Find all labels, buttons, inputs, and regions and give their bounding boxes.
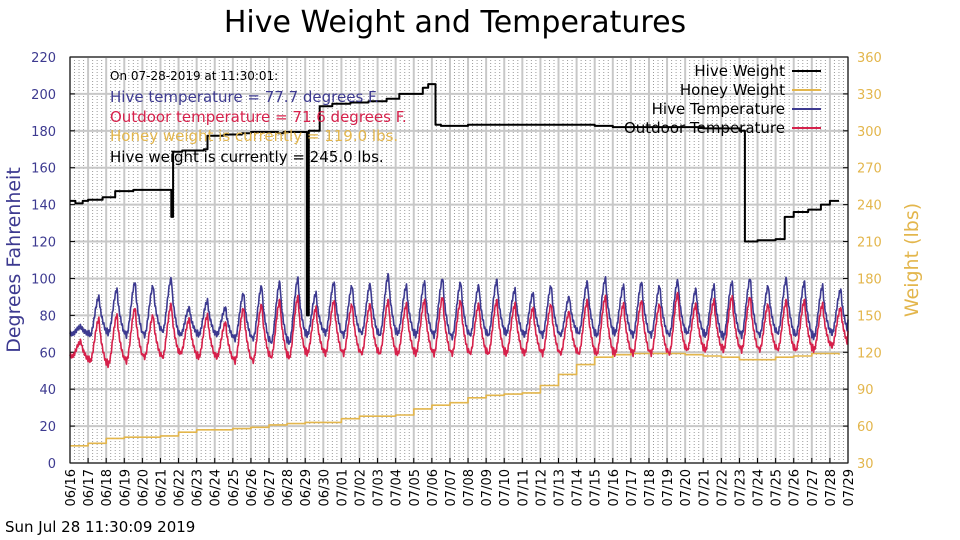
- x-tick-label: 07/13: [553, 469, 568, 506]
- x-tick-label: 06/25: [227, 469, 242, 506]
- x-tick-label: 07/17: [625, 469, 640, 506]
- x-tick-label: 06/24: [209, 469, 224, 506]
- x-tick-label: 07/19: [661, 469, 676, 506]
- y-tick-label: 40: [39, 383, 56, 398]
- x-tick-label: 06/29: [299, 469, 314, 506]
- annotations: On 07-28-2019 at 11:30:01: Hive temperatu…: [110, 69, 407, 166]
- x-tick-label: 06/22: [173, 469, 188, 506]
- y2-tick-label: 270: [857, 162, 882, 177]
- x-tick-label: 06/23: [191, 469, 206, 506]
- x-tick-label: 07/04: [390, 469, 405, 506]
- y-axis-left: 0 20 40 60 80 100 120 140 160 180 200 220: [31, 51, 75, 472]
- series-line-hive-weight: [70, 83, 839, 317]
- x-tick-label: 07/27: [806, 469, 821, 506]
- x-tick-label: 07/26: [788, 469, 803, 506]
- x-tick-label: 07/03: [372, 469, 387, 506]
- series-line-outdoor-temperature: [69, 291, 849, 369]
- legend-label: Hive Weight: [694, 62, 785, 80]
- x-tick-label: 06/20: [136, 469, 151, 506]
- y2-tick-label: 30: [857, 457, 874, 472]
- x-tick-label: 07/22: [715, 469, 730, 506]
- y-tick-label: 80: [39, 309, 56, 324]
- x-tick-label: 07/25: [770, 469, 785, 506]
- y-tick-label: 140: [31, 199, 56, 214]
- series-group: [69, 83, 849, 447]
- x-tick-label: 07/28: [824, 469, 839, 506]
- legend-label: Outdoor Temperature: [624, 119, 785, 137]
- y2-tick-label: 180: [857, 272, 882, 287]
- x-tick-label: 07/15: [589, 469, 604, 506]
- x-tick-label: 07/10: [498, 469, 513, 506]
- y-tick-label: 0: [48, 457, 56, 472]
- y-tick-label: 100: [31, 272, 56, 287]
- annotation-line: Hive temperature = 77.7 degrees F.: [110, 88, 379, 106]
- y-tick-label: 220: [31, 51, 56, 66]
- annotation-line: Honey weight is currently = 119.0 lbs.: [110, 127, 398, 145]
- x-tick-label: 07/05: [408, 469, 423, 506]
- x-tick-label: 07/08: [462, 469, 477, 506]
- x-tick-label: 06/18: [100, 469, 115, 506]
- y2-tick-label: 330: [857, 88, 882, 103]
- x-tick-label: 06/17: [82, 469, 97, 506]
- chart-title: Hive Weight and Temperatures: [224, 5, 686, 40]
- x-tick-label: 06/30: [317, 469, 332, 506]
- legend-label: Hive Temperature: [652, 100, 785, 118]
- y2-tick-label: 60: [857, 420, 874, 435]
- y-axis-right: 30 60 90 120 150 180 210 240 270 300 330 360: [843, 51, 882, 472]
- x-tick-label: 06/28: [281, 469, 296, 506]
- annotation-line: On 07-28-2019 at 11:30:01:: [110, 69, 278, 83]
- x-tick-label: 07/24: [752, 469, 767, 506]
- x-tick-label: 07/21: [697, 469, 712, 506]
- y-tick-label: 160: [31, 162, 56, 177]
- y2-tick-label: 120: [857, 346, 882, 361]
- y-axis-label: Degrees Fahrenheit: [3, 167, 25, 353]
- x-tick-label: 06/26: [245, 469, 260, 506]
- x-tick-label: 07/06: [426, 469, 441, 506]
- x-tick-label: 07/11: [516, 469, 531, 506]
- x-tick-label: 07/07: [444, 469, 459, 506]
- annotation-line: Hive weight is currently = 245.0 lbs.: [110, 148, 384, 166]
- y2-axis-label: Weight (lbs): [901, 203, 923, 317]
- x-tick-label: 07/09: [480, 469, 495, 506]
- footer-timestamp: Sun Jul 28 11:30:09 2019: [5, 518, 195, 536]
- x-tick-label: 06/27: [263, 469, 278, 506]
- x-tick-label: 06/21: [154, 469, 169, 506]
- x-axis: 06/16 06/17 06/18 06/19 06/20 06/21 06/22 06/23…: [64, 458, 857, 506]
- x-tick-label: 07/12: [534, 469, 549, 506]
- x-tick-label: 07/02: [353, 469, 368, 506]
- y2-tick-label: 300: [857, 125, 882, 140]
- x-tick-label: 07/29: [842, 469, 857, 506]
- x-tick-label: 07/23: [733, 469, 748, 506]
- y-tick-label: 120: [31, 236, 56, 251]
- series-line-honey-weight: [70, 352, 840, 447]
- x-tick-label: 07/01: [335, 469, 350, 506]
- x-tick-label: 06/19: [118, 469, 133, 506]
- series-line-hive-temperature: [69, 272, 849, 345]
- plot-frame: [69, 56, 849, 464]
- x-tick-label: 07/20: [679, 469, 694, 506]
- legend-label: Honey Weight: [680, 81, 785, 99]
- y-tick-label: 20: [39, 420, 56, 435]
- y2-tick-label: 240: [857, 199, 882, 214]
- y2-tick-label: 150: [857, 309, 882, 324]
- x-tick-label: 07/16: [607, 469, 622, 506]
- y-tick-label: 180: [31, 125, 56, 140]
- y2-tick-label: 360: [857, 51, 882, 66]
- y-tick-label: 60: [39, 346, 56, 361]
- y2-tick-label: 210: [857, 236, 882, 251]
- x-tick-label: 07/14: [571, 469, 586, 506]
- x-tick-label: 06/16: [64, 469, 79, 506]
- y-tick-label: 200: [31, 88, 56, 103]
- annotation-line: Outdoor temperature = 71.6 degrees F.: [110, 108, 407, 126]
- y2-tick-label: 90: [857, 383, 874, 398]
- x-tick-label: 07/18: [643, 469, 658, 506]
